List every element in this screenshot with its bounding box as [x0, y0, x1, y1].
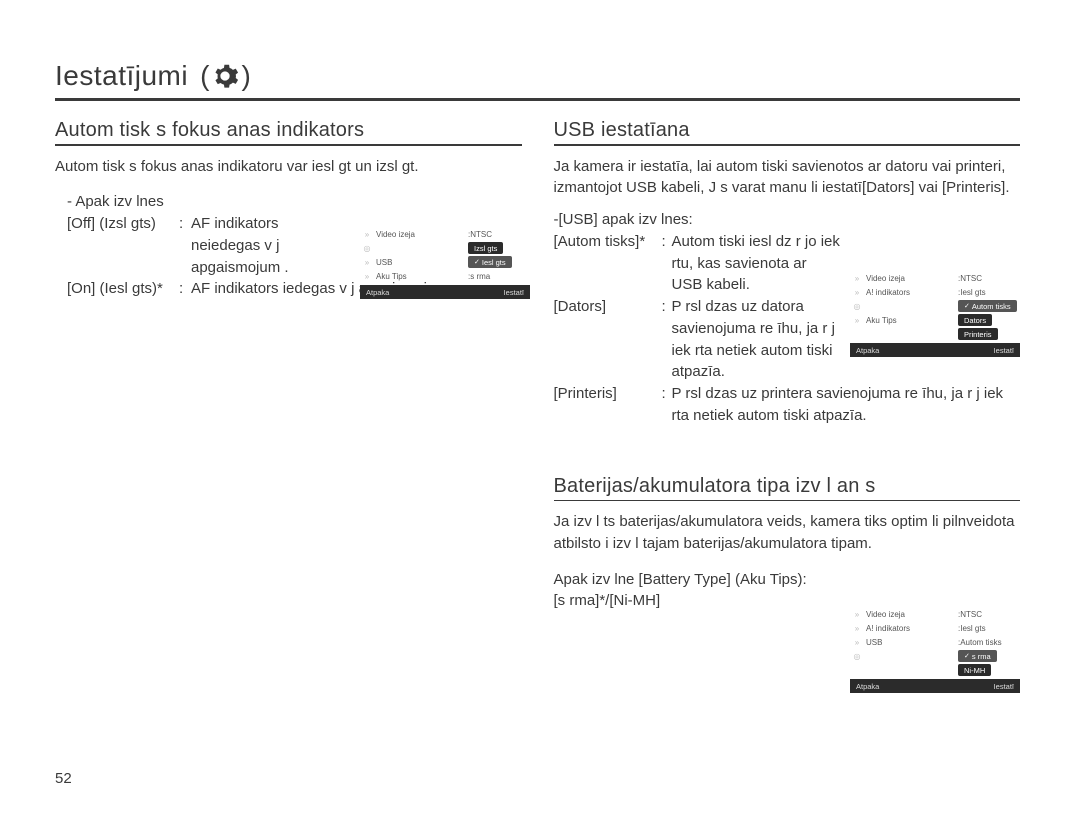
menu-item-label: A! indikators	[864, 288, 952, 297]
paren-close: )	[241, 60, 250, 92]
menu-footer-right: Iestatī	[504, 288, 524, 297]
menu-value: :NTSC	[468, 230, 492, 239]
submenu-label: - Apak izv lnes	[55, 191, 522, 213]
option-sep: :	[662, 296, 672, 383]
menu-value-pill: Dators	[958, 314, 992, 326]
section-heading: Baterijas/akumulatora tipa izv l an s	[554, 475, 1021, 498]
menu-item-label: USB	[374, 258, 462, 267]
right-column: USB iestatīana Ja kamera ir iestatīa, la…	[554, 119, 1021, 612]
menu-value-selected: Autom tisks	[958, 300, 1017, 312]
menu-item-label: Video izeja	[864, 610, 952, 619]
menu-value: :Autom tisks	[958, 638, 1002, 647]
menu-footer-left: Atpaka	[856, 682, 879, 691]
menu-value: :Iesl gts	[958, 288, 986, 297]
camera-menu-mock: »Video izeja ◎ »USB »Aku Tips :NTSC Izsl…	[360, 227, 530, 299]
option-sep: :	[179, 278, 191, 300]
option-key: [Autom tisks]*	[554, 231, 662, 296]
menu-item-label: Aku Tips	[864, 316, 952, 325]
menu-footer-left: Atpaka	[856, 346, 879, 355]
menu-footer: Atpaka Iestatī	[850, 679, 1020, 693]
page-title: Iestatījumi	[55, 60, 188, 92]
option-value: P rsl dzas uz printera savienojuma re īh…	[672, 383, 1021, 427]
title-divider	[55, 98, 1020, 101]
menu-footer: Atpaka Iestatī	[850, 343, 1020, 357]
section-heading: Autom tisk s fokus anas indikators	[55, 119, 522, 142]
section-divider	[554, 500, 1021, 502]
section-divider	[55, 144, 522, 146]
menu-value-pill: Ni-MH	[958, 664, 991, 676]
option-key: [Off] (Izsl gts)	[67, 213, 179, 278]
menu-item-label: Aku Tips	[374, 272, 462, 281]
menu-value: :NTSC	[958, 610, 982, 619]
menu-footer-right: Iestatī	[994, 682, 1014, 691]
battery-line1: Apak izv lne [Battery Type] (Aku Tips):	[554, 569, 1021, 591]
menu-value: :NTSC	[958, 274, 982, 283]
option-sep: :	[662, 383, 672, 427]
option-sep: :	[662, 231, 672, 296]
submenu-label: -[USB] apak izv lnes:	[554, 209, 1021, 231]
gear-icon-group: ( )	[200, 60, 251, 92]
camera-menu-mock: »Video izeja »A! indikators »USB ◎ :NTSC…	[850, 607, 1020, 693]
option-row: [Printeris] : P rsl dzas uz printera sav…	[554, 383, 1021, 427]
menu-value-pill: Printeris	[958, 328, 998, 340]
two-column-layout: Autom tisk s fokus anas indikators Autom…	[55, 119, 1020, 612]
menu-footer: Atpaka Iestatī	[360, 285, 530, 299]
option-key: [Dators]	[554, 296, 662, 383]
menu-value-selected: s rma	[958, 650, 997, 662]
option-key: [Printeris]	[554, 383, 662, 427]
manual-page: Iestatījumi ( ) Autom tisk s fokus anas …	[0, 0, 1080, 815]
section-intro: Ja kamera ir iestatīa, lai autom tiski s…	[554, 156, 1021, 200]
menu-value: :s rma	[468, 272, 490, 281]
menu-footer-left: Atpaka	[366, 288, 389, 297]
camera-menu-mock: »Video izeja »A! indikators ◎ »Aku Tips …	[850, 271, 1020, 357]
option-sep: :	[179, 213, 191, 278]
menu-value-selected: Iesl gts	[468, 256, 512, 268]
option-key: [On] (Iesl gts)*	[67, 278, 179, 300]
paren-open: (	[200, 60, 209, 92]
gear-icon	[211, 62, 239, 90]
menu-item-label: A! indikators	[864, 624, 952, 633]
page-title-row: Iestatījumi ( )	[55, 60, 1020, 92]
menu-item-label: Video izeja	[864, 274, 952, 283]
section-divider	[554, 144, 1021, 146]
menu-item-label: Video izeja	[374, 230, 462, 239]
menu-value: :Iesl gts	[958, 624, 986, 633]
section-intro: Ja izv l ts baterijas/akumulatora veids,…	[554, 511, 1021, 555]
section-intro: Autom tisk s fokus anas indikatoru var i…	[55, 156, 522, 178]
menu-item-label: USB	[864, 638, 952, 647]
left-column: Autom tisk s fokus anas indikators Autom…	[55, 119, 522, 612]
page-number: 52	[55, 770, 72, 787]
section-heading: USB iestatīana	[554, 119, 1021, 142]
menu-footer-right: Iestatī	[994, 346, 1014, 355]
menu-value-pill: Izsl gts	[468, 242, 503, 254]
